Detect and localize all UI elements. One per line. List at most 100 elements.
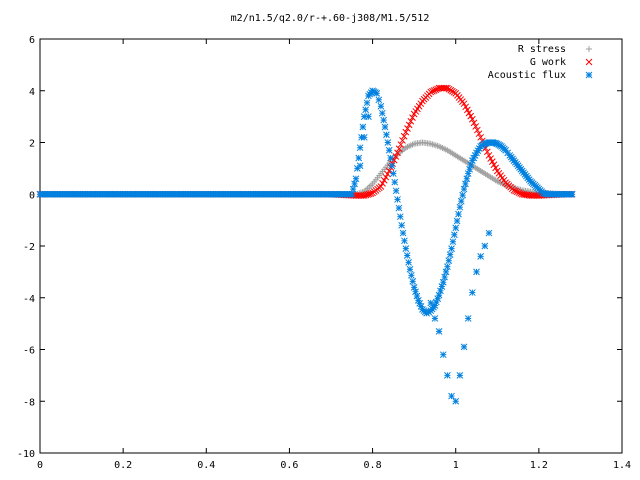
data-point [348, 190, 356, 198]
data-point [405, 259, 412, 266]
y-tick-label: -6 [23, 346, 35, 357]
data-point [513, 188, 521, 196]
data-point [373, 89, 381, 97]
series-layer [36, 84, 576, 405]
data-point [449, 238, 457, 246]
data-point [399, 229, 407, 237]
data-point [435, 291, 443, 299]
data-point [510, 187, 518, 194]
data-point [441, 273, 448, 281]
data-point [387, 154, 394, 162]
data-point [406, 265, 414, 273]
data-point [356, 144, 364, 152]
data-point [448, 392, 455, 400]
data-point [445, 257, 453, 265]
data-point [473, 126, 481, 134]
data-point [380, 116, 388, 124]
data-point [396, 213, 404, 221]
y-tick-label: -2 [23, 242, 35, 253]
data-point [351, 180, 358, 188]
data-point [481, 242, 489, 250]
data-point [383, 131, 390, 139]
x-tick-label: 0.6 [280, 460, 298, 471]
data-point [388, 162, 396, 170]
y-tick-label: 6 [29, 35, 35, 46]
data-point [464, 170, 472, 177]
data-point [405, 121, 413, 129]
data-point [468, 115, 476, 123]
data-point [413, 292, 421, 300]
data-point [385, 167, 393, 175]
y-tick-label: 2 [29, 139, 35, 150]
data-point [464, 315, 472, 322]
data-point [380, 176, 388, 184]
data-point [485, 229, 493, 237]
x-tick-label: 0 [37, 460, 43, 471]
plot-frame [39, 38, 623, 454]
data-point [435, 328, 443, 335]
y-tick-label: 0 [29, 190, 35, 201]
data-point [404, 125, 411, 132]
data-point [466, 165, 473, 173]
data-point [492, 164, 499, 172]
data-point [384, 170, 391, 178]
data-point [399, 137, 406, 144]
data-point [453, 217, 461, 225]
data-point [430, 87, 438, 94]
data-point [392, 153, 400, 160]
data-point [400, 132, 408, 140]
data-point [459, 191, 466, 199]
data-point [409, 278, 417, 285]
data-point [407, 117, 415, 125]
data-point [444, 372, 451, 379]
y-tick-label: 4 [29, 87, 35, 98]
x-axis: 0 0.2 0.4 0.6 0.8 1 1.2 1.4 [37, 39, 631, 471]
data-point [456, 203, 464, 211]
legend-marker [586, 46, 592, 52]
data-point [477, 252, 485, 260]
data-point [460, 185, 468, 193]
data-point [379, 180, 386, 187]
data-point [377, 183, 385, 190]
data-point [359, 123, 367, 131]
data-point [456, 372, 464, 379]
data-point [465, 109, 473, 117]
data-point [472, 123, 480, 130]
legend-marker [585, 71, 593, 79]
data-point [462, 103, 470, 111]
data-point [360, 133, 368, 141]
legend-label: G work [530, 57, 566, 68]
data-point [475, 130, 483, 138]
data-point [460, 100, 468, 108]
data-point [408, 271, 415, 279]
x-tick-label: 0.4 [197, 460, 215, 471]
data-point [367, 190, 375, 197]
data-point [410, 284, 418, 291]
data-point [483, 148, 491, 156]
data-point [390, 170, 397, 177]
data-point [462, 180, 469, 188]
data-point [403, 252, 411, 259]
data-point [384, 139, 392, 146]
data-point [402, 245, 410, 252]
x-tick-label: 1.4 [613, 460, 631, 471]
data-point [349, 185, 357, 193]
data-point [452, 397, 460, 405]
data-point [427, 299, 435, 307]
data-point [432, 86, 440, 94]
data-point [365, 113, 372, 120]
data-point [412, 288, 419, 296]
data-point [401, 237, 408, 245]
data-point [432, 298, 440, 306]
data-point [391, 178, 399, 186]
data-point [431, 315, 439, 322]
data-point [446, 251, 454, 258]
y-tick-label: -4 [23, 294, 35, 305]
data-point [409, 114, 416, 122]
data-point [455, 210, 462, 218]
legend: R stress G work Acoustic flux [488, 44, 593, 81]
data-point [470, 119, 478, 127]
data-point [464, 106, 471, 114]
data-point [488, 158, 496, 166]
x-tick-label: 0.8 [364, 460, 382, 471]
